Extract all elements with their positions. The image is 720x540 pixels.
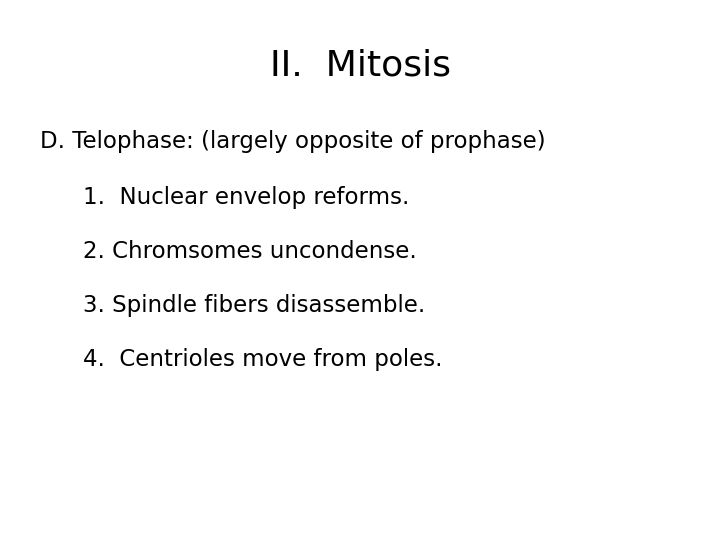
Text: 4.  Centrioles move from poles.: 4. Centrioles move from poles. [83, 348, 442, 372]
Text: 3. Spindle fibers disassemble.: 3. Spindle fibers disassemble. [83, 294, 425, 318]
Text: II.  Mitosis: II. Mitosis [269, 49, 451, 83]
Text: 1.  Nuclear envelop reforms.: 1. Nuclear envelop reforms. [83, 186, 409, 210]
Text: 2. Chromsomes uncondense.: 2. Chromsomes uncondense. [83, 240, 417, 264]
Text: D. Telophase: (largely opposite of prophase): D. Telophase: (largely opposite of proph… [40, 130, 545, 153]
